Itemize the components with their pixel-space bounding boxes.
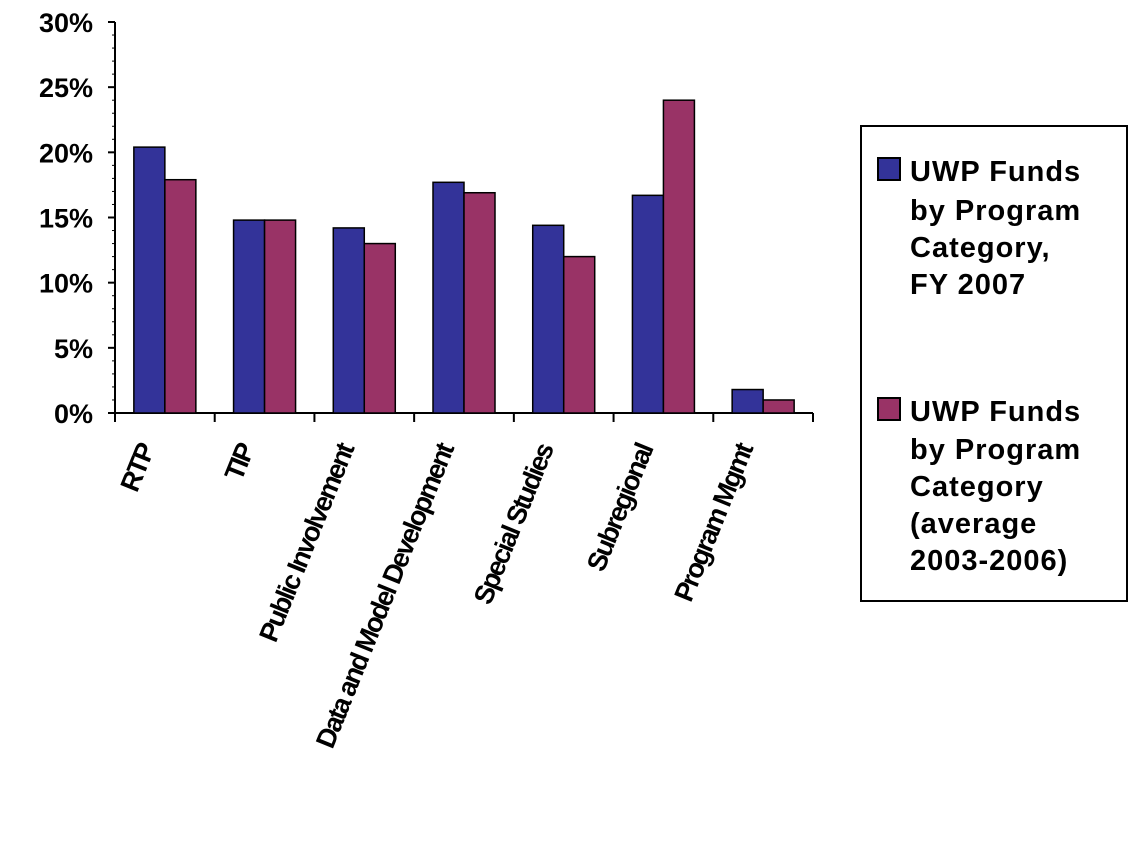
- y-tick-label: 30%: [39, 8, 93, 38]
- legend-label-series-2-line-3: Category: [910, 471, 1044, 503]
- x-tick-label: RTP: [115, 438, 162, 496]
- x-axis: [114, 412, 814, 422]
- bar-series-2-1: [263, 219, 297, 414]
- bar-series-2-2: [363, 242, 397, 414]
- bar-series-2-4: [562, 255, 596, 414]
- bar-series-2-5: [662, 99, 696, 414]
- bar-series-1-2: [332, 227, 366, 414]
- y-tick-label: 10%: [39, 269, 93, 299]
- bar-series-2-0: [164, 178, 197, 414]
- x-tick-label: Special Studies: [468, 439, 560, 608]
- legend: UWP Funds by Program Category, FY 2007 U…: [860, 125, 1128, 602]
- bar-series-1-6: [731, 388, 764, 414]
- y-axis: 0% 5% 10% 15% 20% 25% 30%: [39, 8, 116, 429]
- bar-series-1-1: [232, 219, 266, 414]
- legend-label-series-2-line-5: 2003-2006): [910, 545, 1068, 577]
- legend-label-series-2-line-1: UWP Funds: [910, 396, 1081, 428]
- legend-swatch-series-2: [877, 397, 901, 421]
- legend-label-series-2-line-2: by Program: [910, 434, 1081, 466]
- bars: [133, 99, 795, 414]
- legend-label-series-1-line-4: FY 2007: [910, 269, 1026, 301]
- x-tick-label: Program Mgmt: [669, 438, 760, 605]
- legend-frame: [860, 125, 1128, 602]
- y-tick-label: 20%: [39, 138, 93, 168]
- bar-series-1-3: [432, 181, 465, 414]
- x-tick-label: TIP: [219, 438, 261, 484]
- legend-swatch-series-1: [877, 157, 901, 181]
- y-tick-label: 15%: [39, 204, 93, 234]
- bar-series-1-0: [133, 146, 166, 414]
- legend-label-series-2-line-4: (average: [910, 508, 1037, 540]
- y-tick-label: 5%: [54, 334, 93, 364]
- x-tick-label: Subregional: [581, 440, 659, 576]
- bar-series-1-5: [631, 194, 665, 414]
- legend-label-series-1-line-3: Category,: [910, 232, 1051, 264]
- y-tick-label: 25%: [39, 73, 93, 103]
- bar-series-2-3: [463, 191, 496, 414]
- legend-label-series-1-line-1: UWP Funds: [910, 156, 1081, 188]
- y-tick-label: 0%: [54, 399, 93, 429]
- x-tick-label: Public Involvement: [253, 438, 360, 646]
- bar-series-1-4: [531, 224, 565, 414]
- legend-label-series-1-line-2: by Program: [910, 195, 1081, 227]
- bar-series-2-6: [762, 399, 795, 414]
